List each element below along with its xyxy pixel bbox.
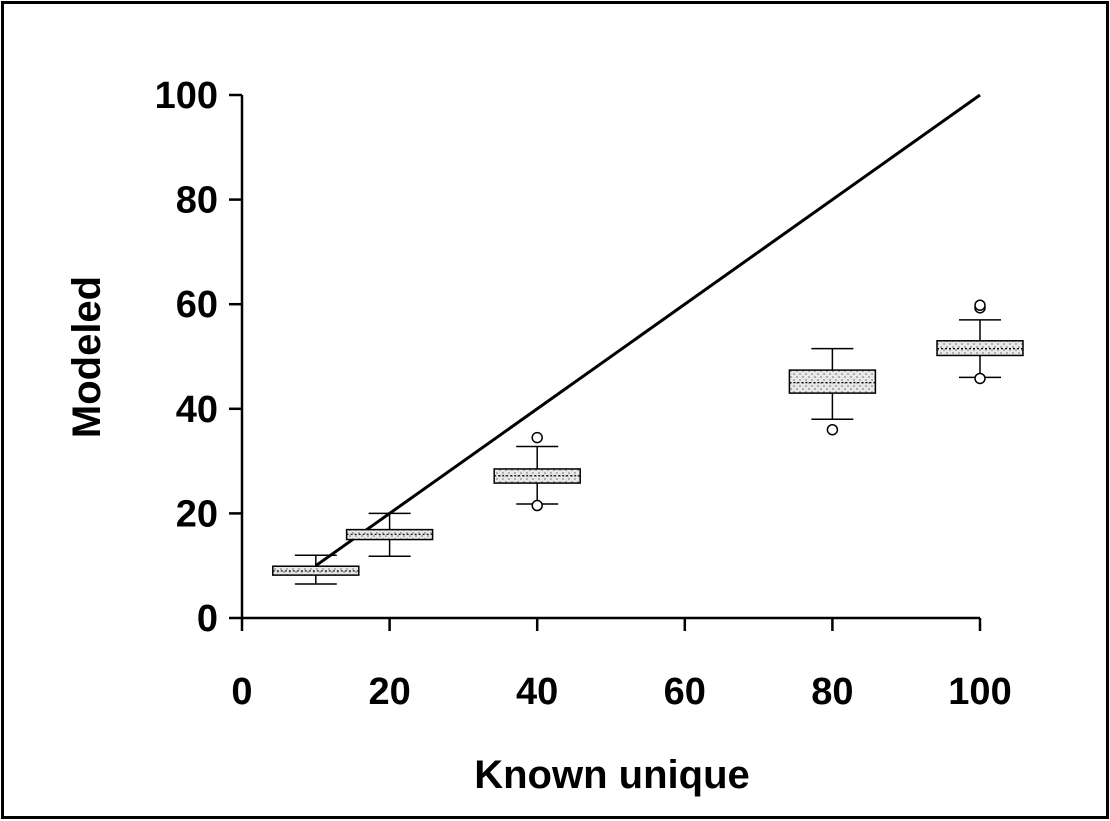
outlier-100-2 xyxy=(974,299,986,311)
boxes-layer xyxy=(272,299,1024,585)
x-tick-label-20: 20 xyxy=(368,671,410,713)
axes xyxy=(229,93,982,631)
outlier-40-1 xyxy=(531,431,543,444)
tick-labels: 0 20 40 60 80 100 0 20 40 60 80 100 xyxy=(155,75,1012,713)
box-20 xyxy=(345,512,434,558)
y-tick-label-20: 20 xyxy=(176,493,218,535)
y-tick-label-100: 100 xyxy=(155,75,218,117)
x-tick-label-40: 40 xyxy=(516,671,558,713)
outlier-100-0 xyxy=(974,372,986,385)
identity-line xyxy=(314,93,981,567)
box-80 xyxy=(788,347,877,436)
x-tick-label-60: 60 xyxy=(664,671,706,713)
box-100 xyxy=(936,299,1024,385)
box-40 xyxy=(493,431,581,512)
x-axis-title: Known unique xyxy=(474,753,750,797)
box-10 xyxy=(272,554,360,585)
x-tick-label-80: 80 xyxy=(811,671,853,713)
outlier-80-0 xyxy=(826,423,839,436)
y-tick-label-60: 60 xyxy=(176,284,218,326)
outlier-40-0 xyxy=(531,499,543,512)
x-tick-label-0: 0 xyxy=(231,671,252,713)
y-tick-label-80: 80 xyxy=(176,180,218,222)
x-tick-label-100: 100 xyxy=(948,671,1011,713)
y-axis-title: Modeled xyxy=(65,276,109,438)
reference-line-layer xyxy=(314,93,981,567)
y-tick-label-40: 40 xyxy=(176,389,218,431)
y-tick-label-0: 0 xyxy=(197,598,218,640)
box-iqr-80 xyxy=(788,369,877,394)
